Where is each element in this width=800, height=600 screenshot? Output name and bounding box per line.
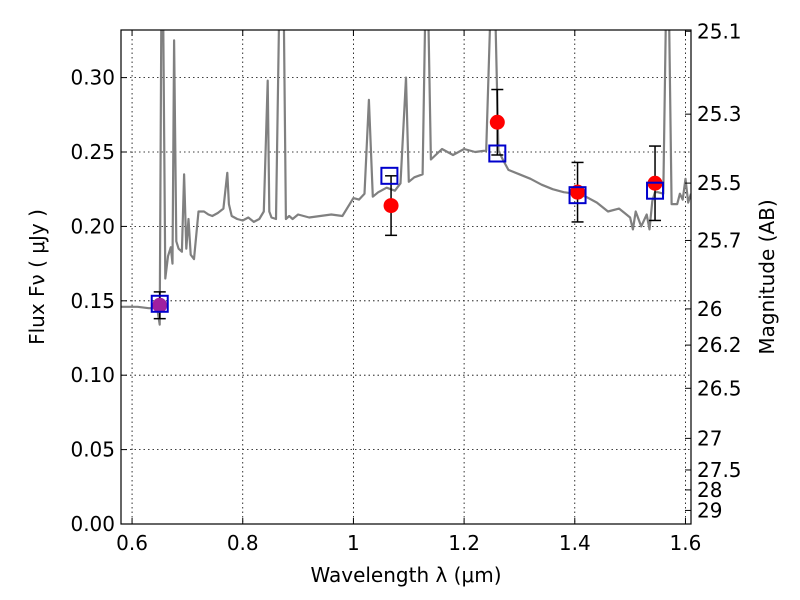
model-spectrum-line: [121, 30, 691, 326]
model-photometry-square: [150, 294, 169, 313]
y2-tick-label: 26.5: [697, 376, 742, 400]
x-tick-label: 1.4: [559, 531, 591, 555]
y-tick-label: 0.15: [70, 289, 115, 313]
y2-tick-label: 27.5: [697, 458, 742, 482]
observed-point: [152, 297, 168, 313]
y2-tick-label: 25.5: [697, 171, 742, 195]
y2-tick-label: 25.1: [697, 19, 742, 43]
series-layer: [121, 30, 691, 326]
plot-frame: [120, 29, 692, 525]
y-tick-label: 0.25: [70, 140, 115, 164]
y2-tick-label: 25.7: [697, 228, 742, 252]
x-axis-title: Wavelength λ (μm): [310, 563, 501, 587]
observed-point: [489, 114, 505, 130]
x-tick-label: 0.6: [116, 531, 148, 555]
y2-axis-title: Magnitude (AB): [755, 199, 779, 354]
y2-tick-label: 26.2: [697, 333, 742, 357]
model-photometry-square: [488, 144, 507, 163]
y2-tick-label: 25.3: [697, 102, 742, 126]
y-tick-label: 0.20: [70, 214, 115, 238]
y2-tick-label: 27: [697, 426, 722, 450]
y-tick-label: 0.00: [70, 512, 115, 536]
model-photometry-square: [646, 181, 665, 200]
x-tick-label: 1.2: [448, 531, 480, 555]
x-tick-label: 0.8: [227, 531, 259, 555]
y2-tick-label: 28: [697, 478, 722, 502]
y2-tick-label: 29: [697, 498, 722, 522]
y-axis-title: Flux Fν ( μJy ): [25, 209, 49, 345]
x-tick-label: 1.6: [670, 531, 702, 555]
observed-point: [383, 198, 399, 214]
ticks: 0.6 0.8 1 1.2 1.4 1.6 0.00 0.05 0.10 0.15 0.20 0.25…: [70, 19, 741, 555]
y2-tick-label: 26: [697, 297, 722, 321]
y-tick-label: 0.05: [70, 438, 115, 462]
y-tick-label: 0.30: [70, 66, 115, 90]
model-photometry-square: [380, 166, 399, 185]
y-tick-label: 0.10: [70, 363, 115, 387]
x-tick-label: 1: [347, 531, 360, 555]
model-photometry-square: [568, 186, 587, 205]
observed-point: [570, 184, 586, 200]
